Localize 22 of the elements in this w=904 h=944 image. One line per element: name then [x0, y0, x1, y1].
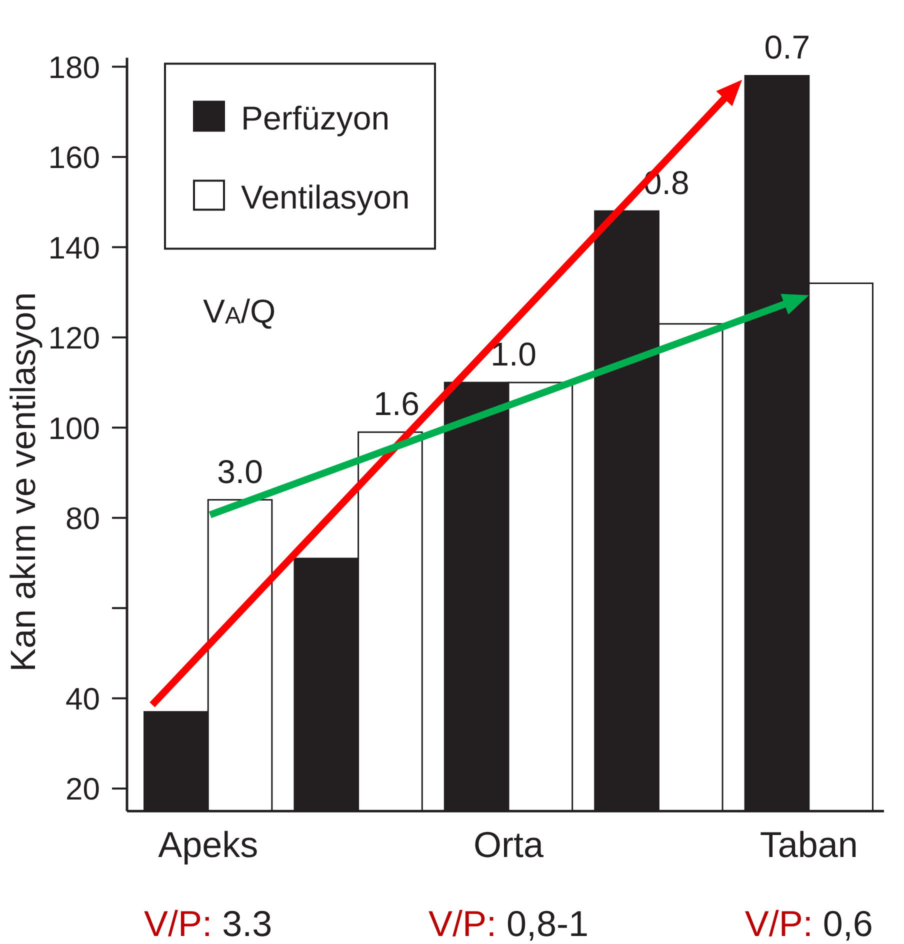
text: V/P: 0,8-1 — [428, 903, 589, 944]
annotation: 3.0 — [217, 452, 263, 490]
text: V/P: 3.3 — [144, 903, 272, 944]
y-axis-title: Kan akım ve ventilasyon — [4, 292, 43, 672]
x-tick-label: Orta — [473, 824, 544, 865]
y-tick-label: 120 — [48, 320, 100, 356]
y-tick-label: 100 — [48, 410, 100, 446]
y-tick-label: 180 — [48, 50, 100, 85]
annotation: 1.6 — [374, 385, 420, 422]
text: V/P: 0,6 — [744, 903, 873, 944]
y-tick-label: 40 — [66, 681, 100, 716]
y-tick-label: 80 — [66, 501, 100, 536]
legend-label: Perfüzyon — [241, 100, 390, 137]
x-tick-label: Apeks — [158, 824, 258, 865]
annotation: 1.0 — [490, 336, 537, 373]
x-tick-label: Taban — [760, 824, 858, 865]
y-tick-label: 140 — [48, 230, 100, 266]
legend-label: Ventilasyon — [241, 178, 410, 216]
y-tick-label: 20 — [66, 772, 100, 807]
annotation: 0.7 — [764, 28, 810, 66]
y-tick-label: 160 — [48, 140, 100, 176]
annotation: VA/Q — [203, 292, 276, 330]
